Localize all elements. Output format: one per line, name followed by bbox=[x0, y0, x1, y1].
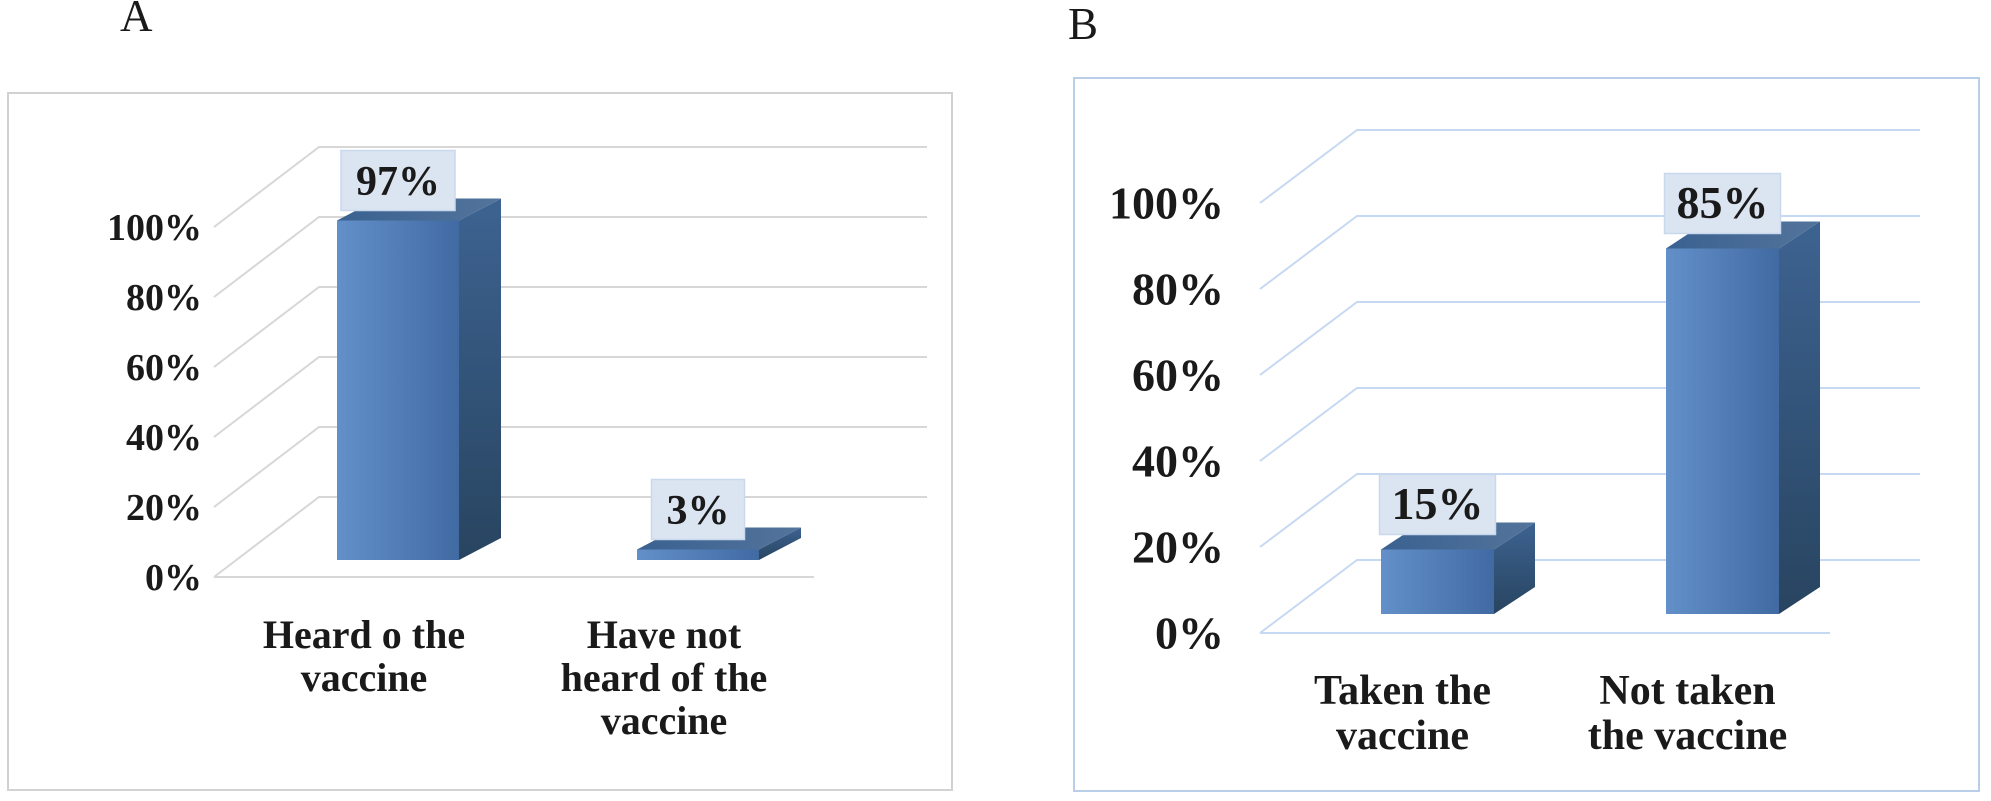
bar-side-face bbox=[759, 527, 801, 560]
data-label-box bbox=[340, 149, 456, 212]
ytick-label: 0% bbox=[145, 557, 202, 599]
bar-front-face bbox=[637, 549, 759, 560]
gridline bbox=[213, 216, 927, 298]
ytick-label: 100% bbox=[1109, 178, 1224, 229]
bar bbox=[1666, 221, 1820, 614]
ytick-label: 20% bbox=[126, 487, 202, 529]
data-label: 3% bbox=[667, 488, 730, 534]
data-label: 15% bbox=[1392, 478, 1484, 529]
ytick-label: 0% bbox=[1155, 608, 1224, 659]
category-label: the vaccine bbox=[1588, 713, 1787, 759]
category-label: Have not bbox=[587, 612, 742, 657]
gridline bbox=[213, 496, 927, 578]
ytick-label: 80% bbox=[1132, 264, 1224, 315]
gridline bbox=[213, 146, 927, 228]
category-label: vaccine bbox=[1336, 713, 1469, 759]
bar-side-face bbox=[459, 198, 501, 560]
data-label: 97% bbox=[356, 159, 440, 205]
gridline bbox=[213, 426, 927, 508]
panel-a-title: A bbox=[120, 0, 153, 41]
category-label: Taken the bbox=[1314, 668, 1491, 714]
bar-front-face bbox=[1381, 549, 1494, 614]
panel-b-title: B bbox=[1068, 0, 1099, 49]
bar-side-face bbox=[1779, 221, 1820, 614]
bar-front-face bbox=[1666, 248, 1779, 614]
category-label: Not taken bbox=[1599, 668, 1775, 714]
panel-b: 100% 80% 60% 40% 20% 0% 15% Taken the vaccine 85%… bbox=[1073, 77, 1980, 792]
category-label: vaccine bbox=[601, 698, 728, 743]
gridline bbox=[1259, 559, 1920, 634]
gridline bbox=[1259, 215, 1920, 290]
category-label: Heard o the bbox=[263, 612, 465, 657]
data-label-box bbox=[1663, 172, 1782, 235]
bar bbox=[1381, 522, 1535, 614]
ytick-label: 100% bbox=[107, 207, 202, 249]
ytick-label: 40% bbox=[1132, 436, 1224, 487]
bar-front-face bbox=[337, 220, 459, 560]
data-label-box bbox=[650, 478, 746, 541]
ytick-label: 60% bbox=[1132, 350, 1224, 401]
bar bbox=[337, 198, 501, 560]
panel-a: 100% 80% 60% 40% 20% 0% 97% Heard o the vaccine 3… bbox=[7, 92, 953, 791]
data-label: 85% bbox=[1677, 177, 1769, 228]
ytick-label: 40% bbox=[126, 417, 202, 459]
gridline bbox=[1259, 387, 1920, 462]
ytick-label: 80% bbox=[126, 277, 202, 319]
category-label: vaccine bbox=[301, 655, 428, 700]
gridline bbox=[1259, 129, 1920, 204]
category-label: heard of the bbox=[561, 655, 768, 700]
gridline bbox=[1259, 301, 1920, 376]
gridline bbox=[1259, 473, 1920, 548]
ytick-label: 60% bbox=[126, 347, 202, 389]
chart-a-3d-bar: 100%80%60%40%20%0%97%Heard o thevaccine3… bbox=[107, 146, 927, 743]
data-label-box bbox=[1378, 473, 1497, 536]
gridline bbox=[213, 286, 927, 368]
ytick-label: 20% bbox=[1132, 522, 1224, 573]
gridline bbox=[213, 356, 927, 438]
bar-side-face bbox=[1494, 522, 1535, 614]
